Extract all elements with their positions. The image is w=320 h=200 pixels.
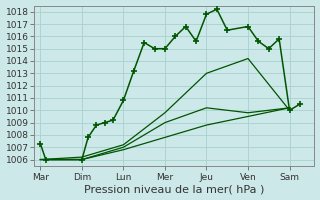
X-axis label: Pression niveau de la mer( hPa ): Pression niveau de la mer( hPa ) [84,184,264,194]
